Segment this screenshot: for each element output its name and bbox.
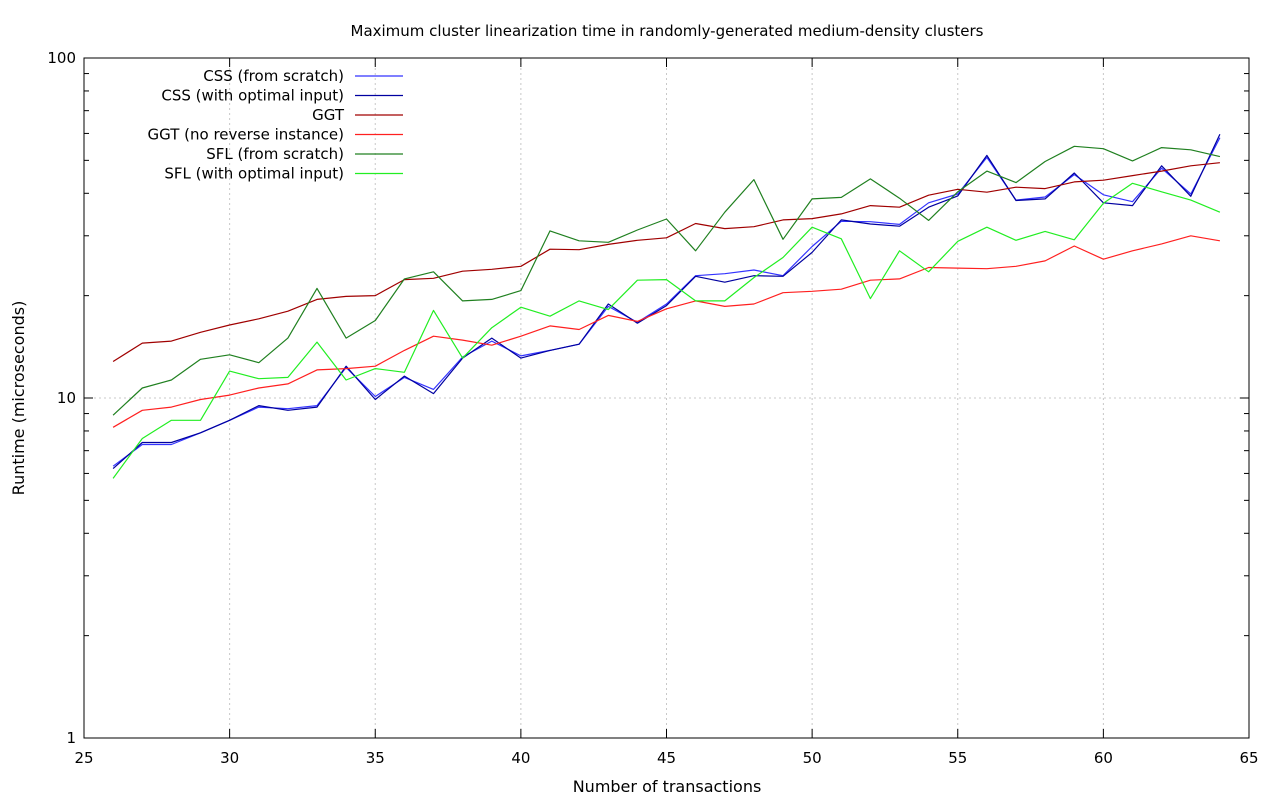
x-tick-labels: 25 30 35 40 45 50 55 60 65 xyxy=(74,749,1258,767)
legend-label: CSS (with optimal input) xyxy=(161,87,344,105)
series-line xyxy=(112,162,1220,363)
x-tick-label: 60 xyxy=(1094,749,1113,767)
x-tick-label: 50 xyxy=(803,749,822,767)
series-line xyxy=(112,235,1221,428)
legend-label: SFL (with optimal input) xyxy=(164,165,344,183)
y-axis-label: Runtime (microseconds) xyxy=(9,301,28,496)
x-tick-label: 35 xyxy=(366,749,385,767)
x-tick-label: 40 xyxy=(511,749,530,767)
y-tick-label: 1 xyxy=(66,729,76,747)
y-tick-label: 10 xyxy=(57,389,76,407)
grid xyxy=(84,58,1249,738)
series-line xyxy=(112,182,1221,479)
x-tick-label: 25 xyxy=(74,749,93,767)
x-tick-label: 30 xyxy=(220,749,239,767)
x-tick-label: 45 xyxy=(657,749,676,767)
legend-label: GGT xyxy=(312,106,345,124)
y-tick-label: 100 xyxy=(47,49,76,67)
x-axis-label: Number of transactions xyxy=(573,777,762,796)
x-tick-label: 65 xyxy=(1239,749,1258,767)
series-line xyxy=(112,137,1221,467)
x-tick-label: 55 xyxy=(948,749,967,767)
legend-label: CSS (from scratch) xyxy=(203,67,344,85)
legend-label: GGT (no reverse instance) xyxy=(148,126,345,144)
chart-title: Maximum cluster linearization time in ra… xyxy=(351,22,984,40)
series-line xyxy=(112,133,1221,470)
series-lines xyxy=(112,133,1221,479)
legend-label: SFL (from scratch) xyxy=(206,145,344,163)
legend: CSS (from scratch) CSS (with optimal inpu… xyxy=(148,67,403,183)
series-line xyxy=(112,145,1221,416)
plot-frame xyxy=(83,57,1250,739)
y-tick-labels: 1 10 100 xyxy=(47,49,76,747)
